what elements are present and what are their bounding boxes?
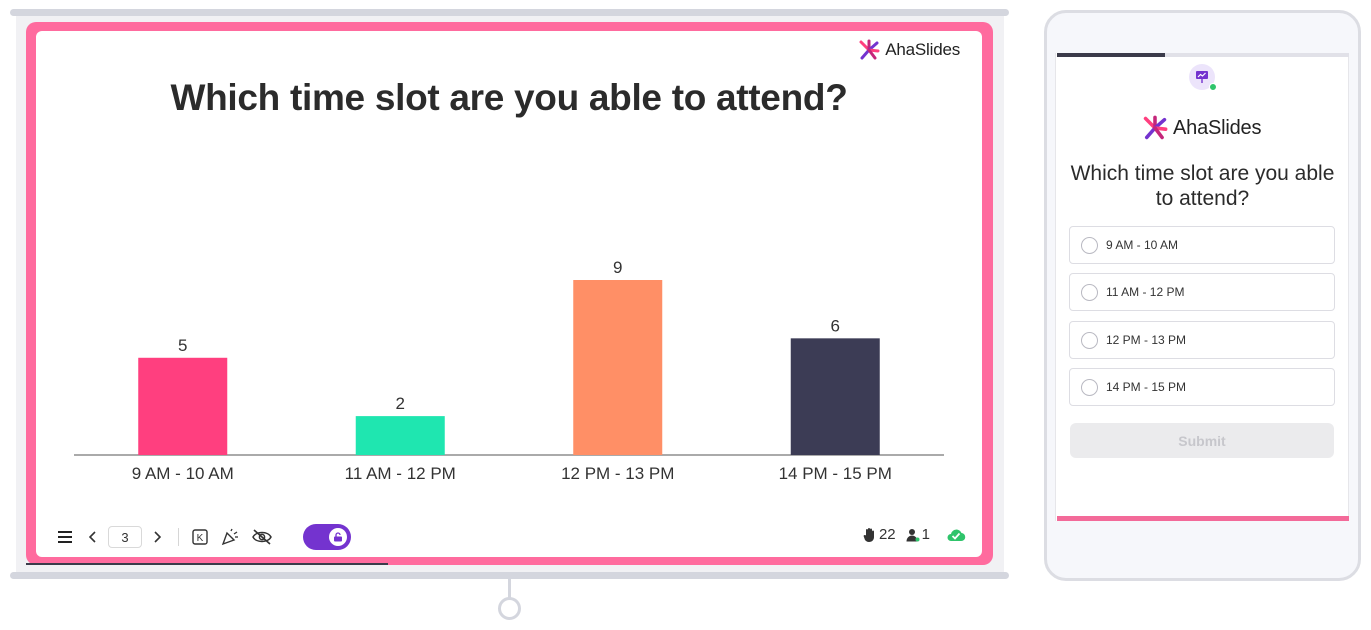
x-tick-label: 14 PM - 15 PM: [779, 464, 892, 483]
phone-question: Which time slot are you able to attend?: [1070, 162, 1335, 210]
poll-option[interactable]: 9 AM - 10 AM: [1069, 226, 1335, 264]
brand-name: AhaSlides: [885, 40, 960, 59]
x-tick-label: 12 PM - 13 PM: [561, 464, 674, 483]
radio-button[interactable]: [1081, 236, 1098, 254]
reactions-stat: 22: [863, 526, 896, 543]
phone-brand-logo: AhaSlides: [1142, 115, 1261, 141]
keyboard-k-icon[interactable]: K: [189, 526, 211, 548]
reactions-count: 22: [878, 526, 896, 543]
response-lock-toggle[interactable]: [303, 524, 351, 550]
poll-option[interactable]: 12 PM - 13 PM: [1069, 321, 1335, 359]
eye-off-icon[interactable]: [251, 526, 273, 548]
ahaslides-logo-icon: [1143, 115, 1168, 140]
option-label: 14 PM - 15 PM: [1106, 380, 1187, 394]
presenter-toolbar: 3 K: [54, 522, 351, 552]
poll-option[interactable]: 11 AM - 12 PM: [1069, 273, 1335, 311]
ahaslides-logo-icon: [859, 39, 880, 60]
chevron-right-icon[interactable]: [146, 526, 168, 548]
session-stats: 22 1: [857, 526, 966, 543]
menu-icon[interactable]: [54, 526, 76, 548]
option-label: 9 AM - 10 AM: [1106, 238, 1179, 252]
bar: [355, 416, 445, 455]
bar: [790, 338, 880, 455]
brand-name: AhaSlides: [1173, 116, 1262, 139]
slide-canvas: AhaSlides Which time slot are you able t…: [36, 31, 982, 557]
submit-button[interactable]: Submit: [1070, 423, 1334, 458]
screen-top-rail: [10, 9, 1009, 16]
phone-progress-bar: [1057, 53, 1165, 57]
screen-pull-ring: [498, 597, 521, 620]
radio-button[interactable]: [1081, 331, 1098, 349]
host-avatar: [1189, 64, 1217, 91]
screen-bottom-rail: [10, 572, 1009, 579]
bar-value-label: 5: [178, 336, 187, 355]
toolbar-divider: [178, 528, 179, 546]
page-number-input[interactable]: 3: [108, 526, 142, 548]
phone-accent-bar: [1057, 516, 1349, 521]
bar-chart: 5 9 AM - 10 AM 2 11 AM - 12 PM 9 12 PM - 13 P…: [74, 258, 944, 483]
radio-button[interactable]: [1081, 378, 1098, 396]
bar-value-label: 6: [831, 316, 840, 335]
bar: [573, 280, 663, 455]
slide-title: Which time slot are you able to attend?: [170, 77, 848, 118]
radio-button[interactable]: [1081, 283, 1098, 301]
party-popper-icon[interactable]: [219, 526, 241, 548]
screen-pull-cord: [508, 579, 511, 599]
slide-brand-logo: AhaSlides: [858, 39, 960, 61]
unlock-icon: [329, 528, 347, 546]
x-tick-label: 9 AM - 10 AM: [132, 464, 234, 483]
poll-option[interactable]: 14 PM - 15 PM: [1069, 368, 1335, 406]
bar: [138, 357, 228, 455]
hand-icon: [863, 527, 874, 542]
cloud-check-icon: [946, 528, 966, 542]
user-icon: [906, 528, 920, 541]
bar-value-label: 2: [396, 394, 405, 413]
chevron-left-icon[interactable]: [82, 526, 104, 548]
online-status-dot: [1209, 83, 1217, 91]
slide-progress-bar: [26, 563, 388, 565]
participants-count: 1: [921, 526, 930, 543]
participants-stat: 1: [906, 526, 930, 543]
option-label: 12 PM - 13 PM: [1106, 333, 1187, 347]
x-tick-label: 11 AM - 12 PM: [345, 464, 456, 483]
presentation-icon: [1196, 71, 1208, 83]
phone-progress-track: [1057, 53, 1349, 57]
option-label: 11 AM - 12 PM: [1106, 285, 1185, 299]
svg-text:K: K: [197, 533, 204, 544]
bar-value-label: 9: [613, 258, 622, 277]
